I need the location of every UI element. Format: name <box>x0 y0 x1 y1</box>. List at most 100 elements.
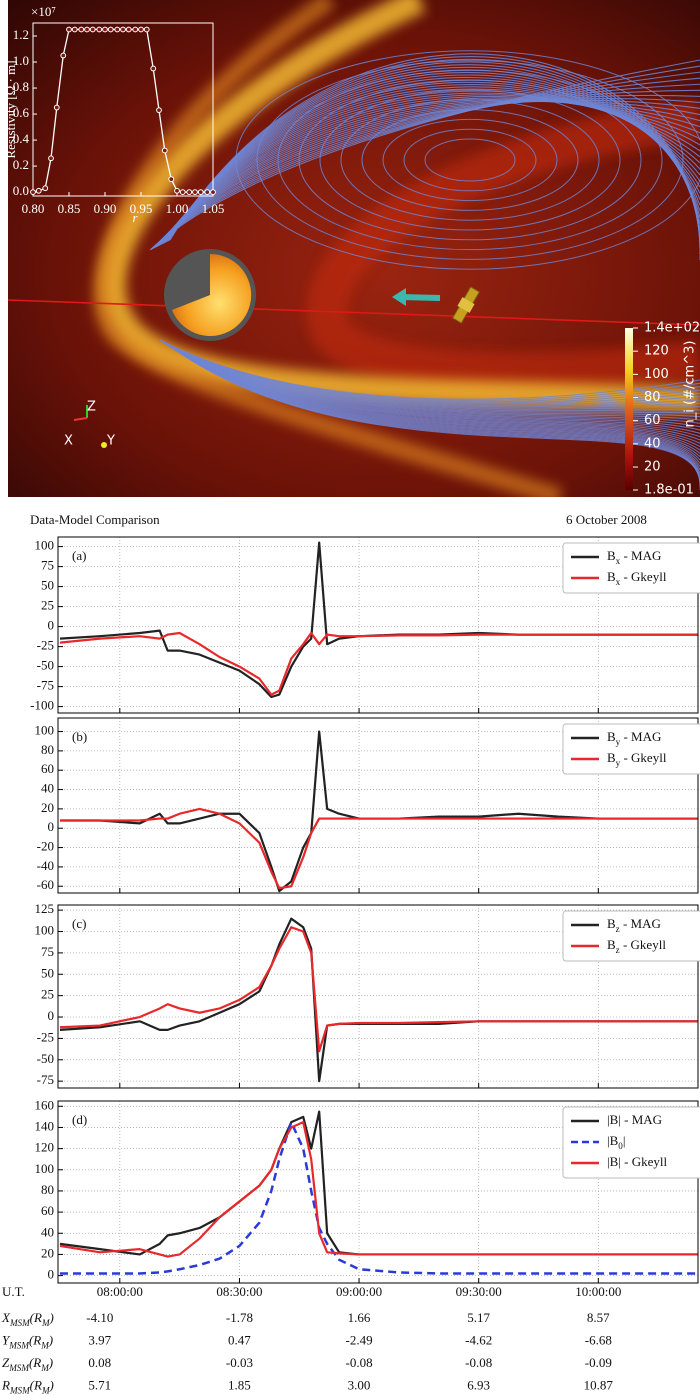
ephemeris-value: 0.47 <box>228 1332 251 1347</box>
resistivity-point <box>103 27 108 32</box>
y-tick-label: 80 <box>41 742 54 757</box>
y-tick-label: 160 <box>35 1097 55 1112</box>
panel-label: (b) <box>72 729 87 744</box>
resistivity-point <box>43 186 48 191</box>
colorbar-tick-label: 60 <box>644 413 661 428</box>
axis-label: Z <box>87 400 96 415</box>
ephemeris-label: XMSM(RM) <box>1 1310 54 1328</box>
y-tick-label: 75 <box>41 558 54 573</box>
y-tick-label: -20 <box>37 839 54 854</box>
y-tick-label: 75 <box>41 944 54 959</box>
colorbar-tick-label: 1.4e+02 <box>644 321 700 336</box>
resistivity-point <box>97 27 102 32</box>
resistivity-point <box>198 190 203 195</box>
y-tick-label: 40 <box>41 1224 54 1239</box>
figure: X Y Z 1.4e+02120100806040201.8e-01n_i (#… <box>0 0 700 1400</box>
x-tick-label: 08:30:00 <box>216 1284 262 1299</box>
resistivity-point <box>139 27 144 32</box>
y-tick-label: 80 <box>41 1182 54 1197</box>
resistivity-point <box>49 156 54 161</box>
colorbar-tick-label: 20 <box>644 460 661 475</box>
x-tick-label: 09:00:00 <box>336 1284 382 1299</box>
y-tick-label: 0 <box>48 1008 55 1023</box>
resistivity-point <box>180 190 185 195</box>
ephemeris-value: -1.78 <box>226 1310 253 1325</box>
simulation-scene: X Y Z 1.4e+02120100806040201.8e-01n_i (#… <box>3 0 700 498</box>
x-tick-label: 1.00 <box>166 201 189 216</box>
panel-label: (a) <box>72 548 86 563</box>
y-tick-label: -50 <box>37 1051 54 1066</box>
ephemeris-value: 3.97 <box>88 1332 111 1347</box>
series-line <box>60 633 698 695</box>
ephemeris-value: -4.10 <box>86 1310 113 1325</box>
colorbar-label: n_i (#/cm^3) <box>683 341 698 428</box>
resistivity-point <box>211 190 216 195</box>
ephemeris-value: -0.09 <box>585 1355 612 1370</box>
resistivity-point <box>151 66 156 71</box>
comparison-figure: Data-Model Comparison 6 October 2008 U.T… <box>1 512 700 1396</box>
y-tick-label: 140 <box>35 1118 55 1133</box>
resistivity-point <box>133 27 138 32</box>
resistivity-point <box>72 27 77 32</box>
x-tick-label: 1.05 <box>202 201 225 216</box>
colorbar-tick-label: 80 <box>644 390 661 405</box>
resistivity-point <box>162 148 167 153</box>
y-tick-label: 60 <box>41 761 54 776</box>
ephemeris-label: RMSM(RM) <box>1 1377 54 1395</box>
x-tick-label: 09:30:00 <box>456 1284 502 1299</box>
colorbar-tick-label: 100 <box>644 367 669 382</box>
series-line <box>60 809 698 888</box>
y-tick-label: -40 <box>37 858 54 873</box>
y-tick-label: 125 <box>35 901 55 916</box>
ephemeris-value: 1.85 <box>228 1377 251 1392</box>
y-tick-label: 40 <box>41 781 54 796</box>
y-tick-label: 60 <box>41 1203 54 1218</box>
x-tick-label: 10:00:00 <box>575 1284 621 1299</box>
colorbar-tick-label: 40 <box>644 436 661 451</box>
ephemeris-value: 8.57 <box>587 1310 610 1325</box>
ephemeris-value: 5.71 <box>88 1377 111 1392</box>
panel: -75-50-250255075100125(c)Bz - MAGBz - Gk… <box>35 901 700 1088</box>
ephemeris-value: 0.08 <box>88 1355 111 1370</box>
x-tick-label: 0.80 <box>22 201 45 216</box>
panel-label: (c) <box>72 916 86 931</box>
resistivity-point <box>193 190 198 195</box>
resistivity-point <box>85 27 90 32</box>
resistivity-point <box>157 108 162 113</box>
resistivity-point <box>126 27 131 32</box>
resistivity-point <box>187 190 192 195</box>
ephemeris-value: 6.93 <box>467 1377 490 1392</box>
resistivity-point <box>31 190 36 195</box>
resistivity-point <box>79 27 84 32</box>
resistivity-point <box>144 27 149 32</box>
y-tick-label: -50 <box>37 658 54 673</box>
resistivity-point <box>108 27 113 32</box>
colorbar-tick-label: 120 <box>644 344 669 359</box>
ephemeris-value: 3.00 <box>348 1377 371 1392</box>
x-tick-label: 0.90 <box>94 201 117 216</box>
y-tick-label: -25 <box>37 1029 54 1044</box>
resistivity-point <box>175 188 180 193</box>
resistivity-point <box>121 27 126 32</box>
y-tick-label: 1.2 <box>13 27 29 42</box>
chart-date: 6 October 2008 <box>566 512 647 527</box>
resistivity-point <box>67 27 72 32</box>
ephemeris-value: -4.62 <box>465 1332 492 1347</box>
axis-label: Y <box>106 434 115 449</box>
y-tick-label: -25 <box>37 638 54 653</box>
legend-label: |B| - MAG <box>607 1112 662 1127</box>
resistivity-point <box>90 27 95 32</box>
y-tick-label: -75 <box>37 1072 54 1087</box>
resistivity-point <box>115 27 120 32</box>
y-tick-label: 120 <box>35 1140 55 1155</box>
chart-title: Data-Model Comparison <box>30 512 160 527</box>
y-tick-label: 100 <box>35 723 55 738</box>
y-tick-label: -75 <box>37 678 54 693</box>
resistivity-point <box>205 190 210 195</box>
ephemeris-value: -0.03 <box>226 1355 253 1370</box>
ephemeris-value: -0.08 <box>346 1355 373 1370</box>
resistivity-point <box>54 105 59 110</box>
x-tick-label: 08:00:00 <box>97 1284 143 1299</box>
colorbar-tick-label: 1.8e-01 <box>644 483 694 498</box>
